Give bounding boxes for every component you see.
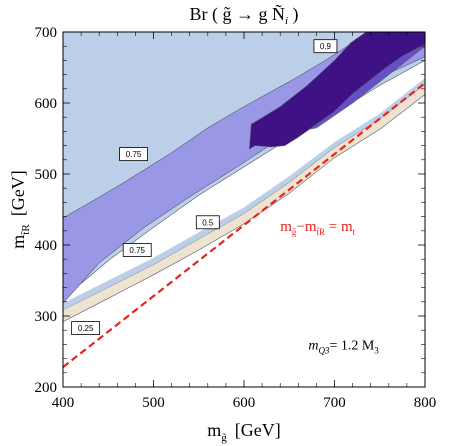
y-tick-label: 400 (35, 238, 58, 254)
y-tick-label: 500 (35, 167, 58, 183)
contour-label-text: 0.75 (129, 246, 145, 255)
contour-label-box (195, 215, 220, 230)
contour-label-4: 0.25 (71, 321, 101, 335)
contour-label-2: 0.5 (195, 215, 220, 230)
x-tick-label: 500 (142, 395, 165, 411)
contour-label-box (71, 321, 101, 335)
kinematic-line-label: mg̃−mt̃R = mt (280, 219, 355, 237)
contour-label-1: 0.75 (119, 147, 148, 162)
chart-labels: Br ( g̃ → g Ñi ) mg̃ [GeV] mt̃R[GeV] 0.9 0.75… (8, 3, 379, 444)
contour-label-0: 0.9 (313, 39, 338, 54)
contour-label-text: 0.75 (126, 150, 142, 159)
contour-band-1 (63, 84, 425, 322)
contour-label-box (122, 243, 152, 257)
chart-title: Br ( g̃ → g Ñi ) (189, 3, 298, 27)
axes: 400 500 600 700 800 200 300 400 500 600 700 (35, 25, 437, 411)
plot-area (63, 32, 425, 368)
x-tick-label: 800 (414, 395, 437, 411)
contour-label-box (313, 39, 338, 54)
x-tick-label: 700 (323, 395, 346, 411)
y-axis-title: mt̃R[GeV] (8, 170, 32, 248)
x-axis-title: mg̃ [GeV] (207, 420, 281, 444)
y-tick-label: 200 (35, 380, 58, 396)
contour-label-3: 0.75 (122, 243, 152, 257)
contour-label-text: 0.25 (78, 324, 94, 333)
y-tick-label: 600 (35, 96, 58, 112)
contour-line-1 (63, 94, 425, 322)
x-tick-label: 400 (52, 395, 75, 411)
contour-label-text: 0.9 (320, 42, 332, 51)
contour-band-0 (63, 78, 425, 311)
y-tick-label: 300 (35, 309, 58, 325)
x-tick-label: 600 (233, 395, 256, 411)
y-tick-label: 700 (35, 25, 58, 41)
contour-label-text: 0.5 (202, 218, 214, 227)
mass-relation-annotation: mQ3= 1.2 M3 (308, 338, 379, 355)
contour-label-box (119, 147, 148, 162)
contour-region-3 (249, 32, 425, 150)
